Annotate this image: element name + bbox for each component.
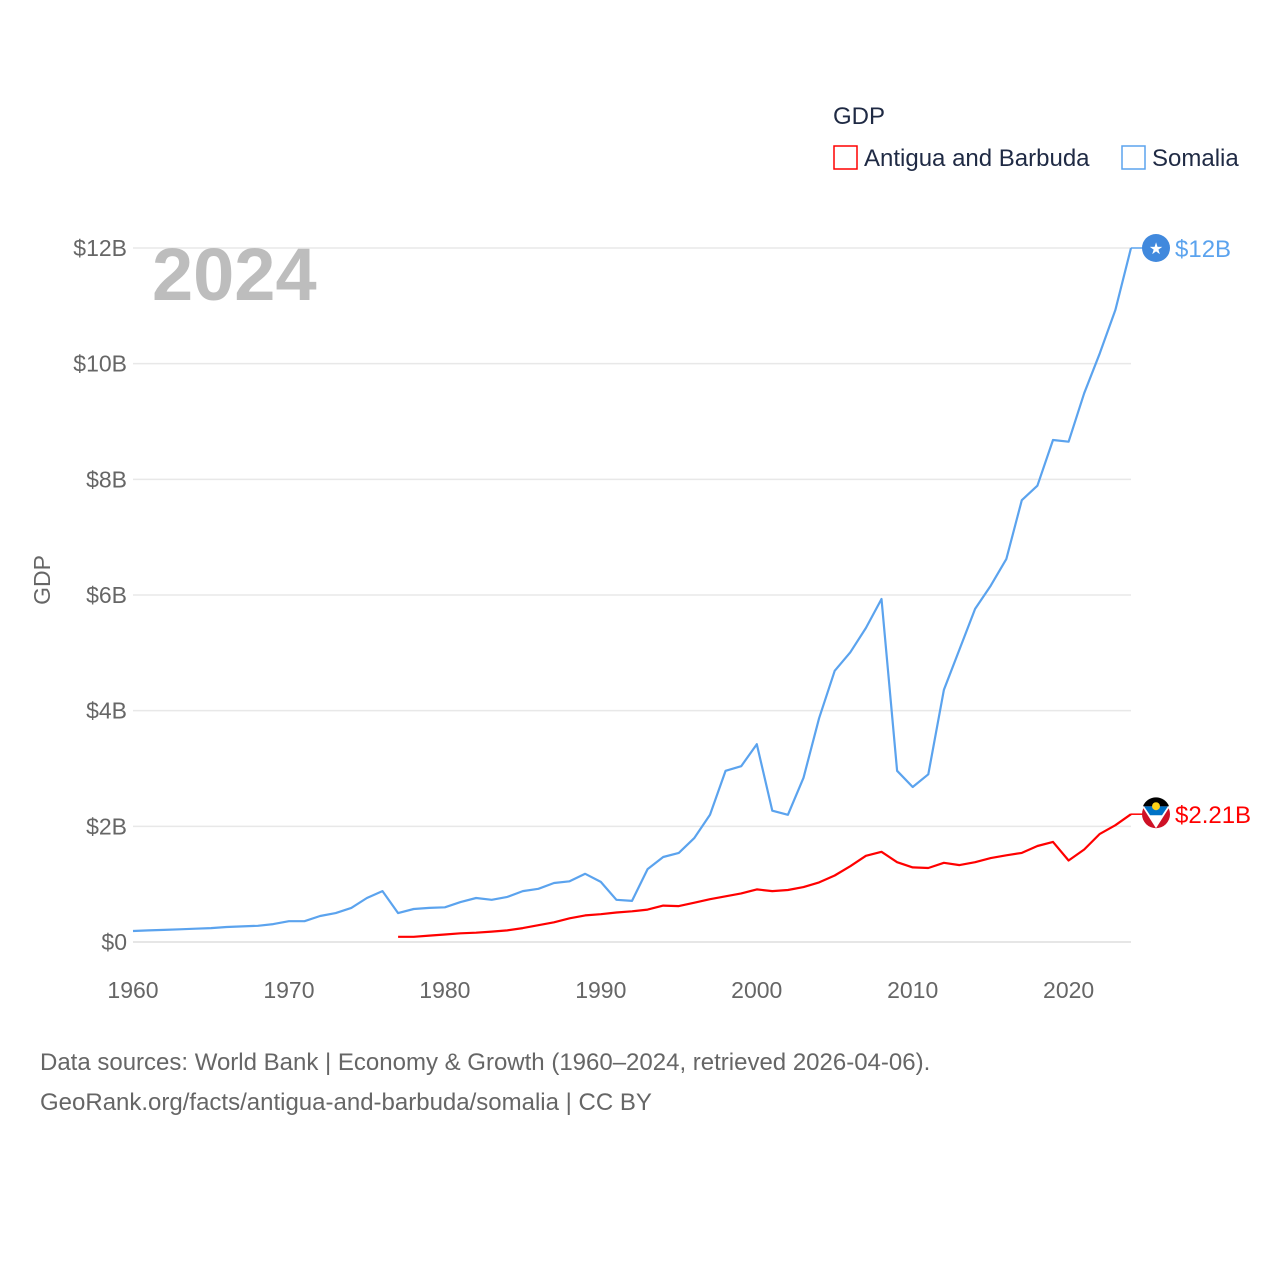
gdp-line-chart: $0 $2B $4B $6B $8B $10B $12B 1960 1970 1980 1990 2… <box>29 103 1251 1003</box>
legend-label: Antigua and Barbuda <box>864 145 1090 172</box>
series-line-antigua[interactable] <box>398 813 1132 938</box>
legend-item-antigua[interactable]: Antigua and Barbuda <box>833 145 1090 172</box>
x-tick-label: 2020 <box>1043 977 1094 1003</box>
legend-swatch <box>1121 145 1146 170</box>
antigua-flag-icon <box>1142 797 1170 829</box>
legend-label: Somalia <box>1152 145 1239 172</box>
end-value-label: $2.21B <box>1175 802 1251 829</box>
source-url-line[interactable]: GeoRank.org/facts/antigua-and-barbuda/so… <box>40 1089 652 1116</box>
source-line: Data sources: World Bank | Economy & Gro… <box>40 1049 931 1076</box>
x-tick-label: 2010 <box>887 977 938 1003</box>
y-tick-label: $2B <box>86 813 127 839</box>
legend-item-somalia[interactable]: Somalia <box>1121 145 1239 172</box>
legend-title: GDP <box>833 103 885 130</box>
somalia-flag-icon: ★ <box>1142 234 1170 262</box>
y-tick-label: $8B <box>86 466 127 492</box>
y-tick-label: $10B <box>73 351 127 377</box>
x-tick-label: 1970 <box>263 977 314 1003</box>
x-tick-label: 1990 <box>575 977 626 1003</box>
x-tick-label: 2000 <box>731 977 782 1003</box>
x-tick-label: 1960 <box>107 977 158 1003</box>
svg-text:★: ★ <box>1149 241 1163 258</box>
data-source-footer: Data sources: World Bank | Economy & Gro… <box>40 1043 930 1123</box>
y-tick-label: $0 <box>101 929 127 955</box>
y-axis-label: GDP <box>29 555 55 605</box>
y-tick-label: $6B <box>86 582 127 608</box>
series-line-somalia[interactable] <box>132 247 1133 933</box>
x-tick-label: 1980 <box>419 977 470 1003</box>
end-value-label: $12B <box>1175 236 1231 263</box>
legend-swatch <box>833 145 858 170</box>
y-tick-label: $4B <box>86 698 127 724</box>
year-watermark: 2024 <box>152 233 317 316</box>
y-tick-label: $12B <box>73 235 127 261</box>
